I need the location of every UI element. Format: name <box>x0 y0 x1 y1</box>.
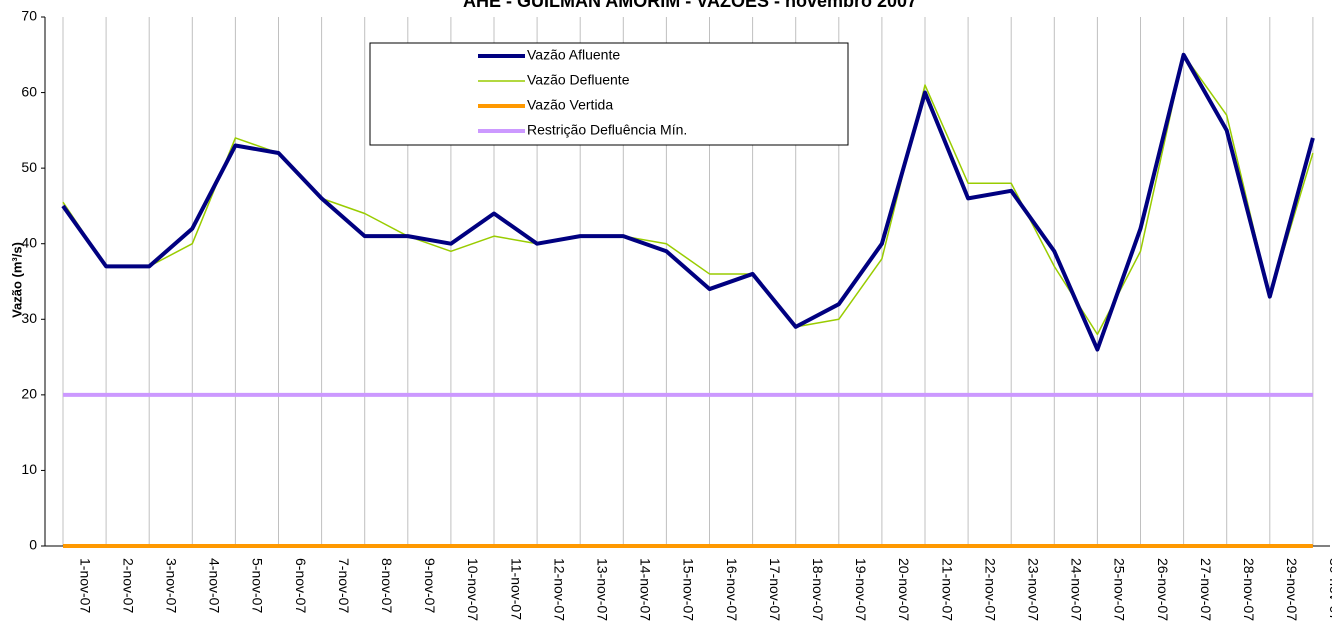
x-tick-label: 25-nov-07 <box>1112 558 1128 621</box>
x-tick-label: 21-nov-07 <box>939 558 955 621</box>
y-axis-label: Vazão (m³/s) <box>9 242 24 318</box>
x-tick-label: 3-nov-07 <box>163 558 179 613</box>
legend-label: Vazão Defluente <box>527 72 630 88</box>
x-tick-label: 2-nov-07 <box>120 558 136 613</box>
chart-title: AHE - GUILMAN AMORIM - VAZÕES - novembro… <box>463 0 917 11</box>
x-tick-label: 8-nov-07 <box>379 558 395 613</box>
x-tick-label: 14-nov-07 <box>638 558 654 621</box>
x-tick-label: 9-nov-07 <box>422 558 438 613</box>
y-tick-label: 20 <box>21 386 37 402</box>
y-tick-label: 50 <box>21 159 37 175</box>
x-tick-label: 6-nov-07 <box>293 558 309 613</box>
legend-box <box>369 42 849 146</box>
legend-label: Vazão Afluente <box>527 47 620 63</box>
y-tick-label: 60 <box>21 83 37 99</box>
x-tick-label: 11-nov-07 <box>508 558 524 620</box>
x-tick-label: 10-nov-07 <box>465 558 481 621</box>
x-tick-label: 26-nov-07 <box>1155 558 1171 621</box>
legend-label: Restrição Defluência Mín. <box>527 122 687 138</box>
legend: Vazão Afluente Vazão Defluente Vazão Verti… <box>369 42 849 146</box>
x-tick-label: 7-nov-07 <box>336 558 352 613</box>
x-tick-label: 28-nov-07 <box>1241 558 1257 621</box>
x-tick-label: 5-nov-07 <box>250 558 266 613</box>
x-tick-label: 18-nov-07 <box>810 558 826 621</box>
y-tick-label: 70 <box>21 8 37 24</box>
x-tick-label: 22-nov-07 <box>982 558 998 621</box>
series-line <box>61 52 1315 352</box>
x-tick-label: 15-nov-07 <box>681 558 697 621</box>
x-tick-label: 13-nov-07 <box>594 558 610 621</box>
y-tick-label: 10 <box>21 461 37 477</box>
legend-label: Vazão Vertida <box>527 97 613 113</box>
y-tick-label: 40 <box>21 234 37 250</box>
x-tick-label: 27-nov-07 <box>1198 558 1214 621</box>
x-tick-label: 17-nov-07 <box>767 558 783 621</box>
x-tick-label: 19-nov-07 <box>853 558 869 621</box>
x-tick-label: 29-nov-07 <box>1284 558 1300 621</box>
x-tick-label: 23-nov-07 <box>1025 558 1041 621</box>
x-tick-label: 20-nov-07 <box>896 558 912 621</box>
x-tick-label: 12-nov-07 <box>551 558 567 621</box>
y-tick-label: 0 <box>29 537 37 553</box>
y-tick-label: 30 <box>21 310 37 326</box>
x-tick-label: 24-nov-07 <box>1069 558 1085 621</box>
x-tick-label: 4-nov-07 <box>207 558 223 613</box>
x-tick-label: 16-nov-07 <box>724 558 740 621</box>
x-tick-label: 1-nov-07 <box>77 558 93 613</box>
x-tick-label: 30-nov-07 <box>1327 558 1332 621</box>
